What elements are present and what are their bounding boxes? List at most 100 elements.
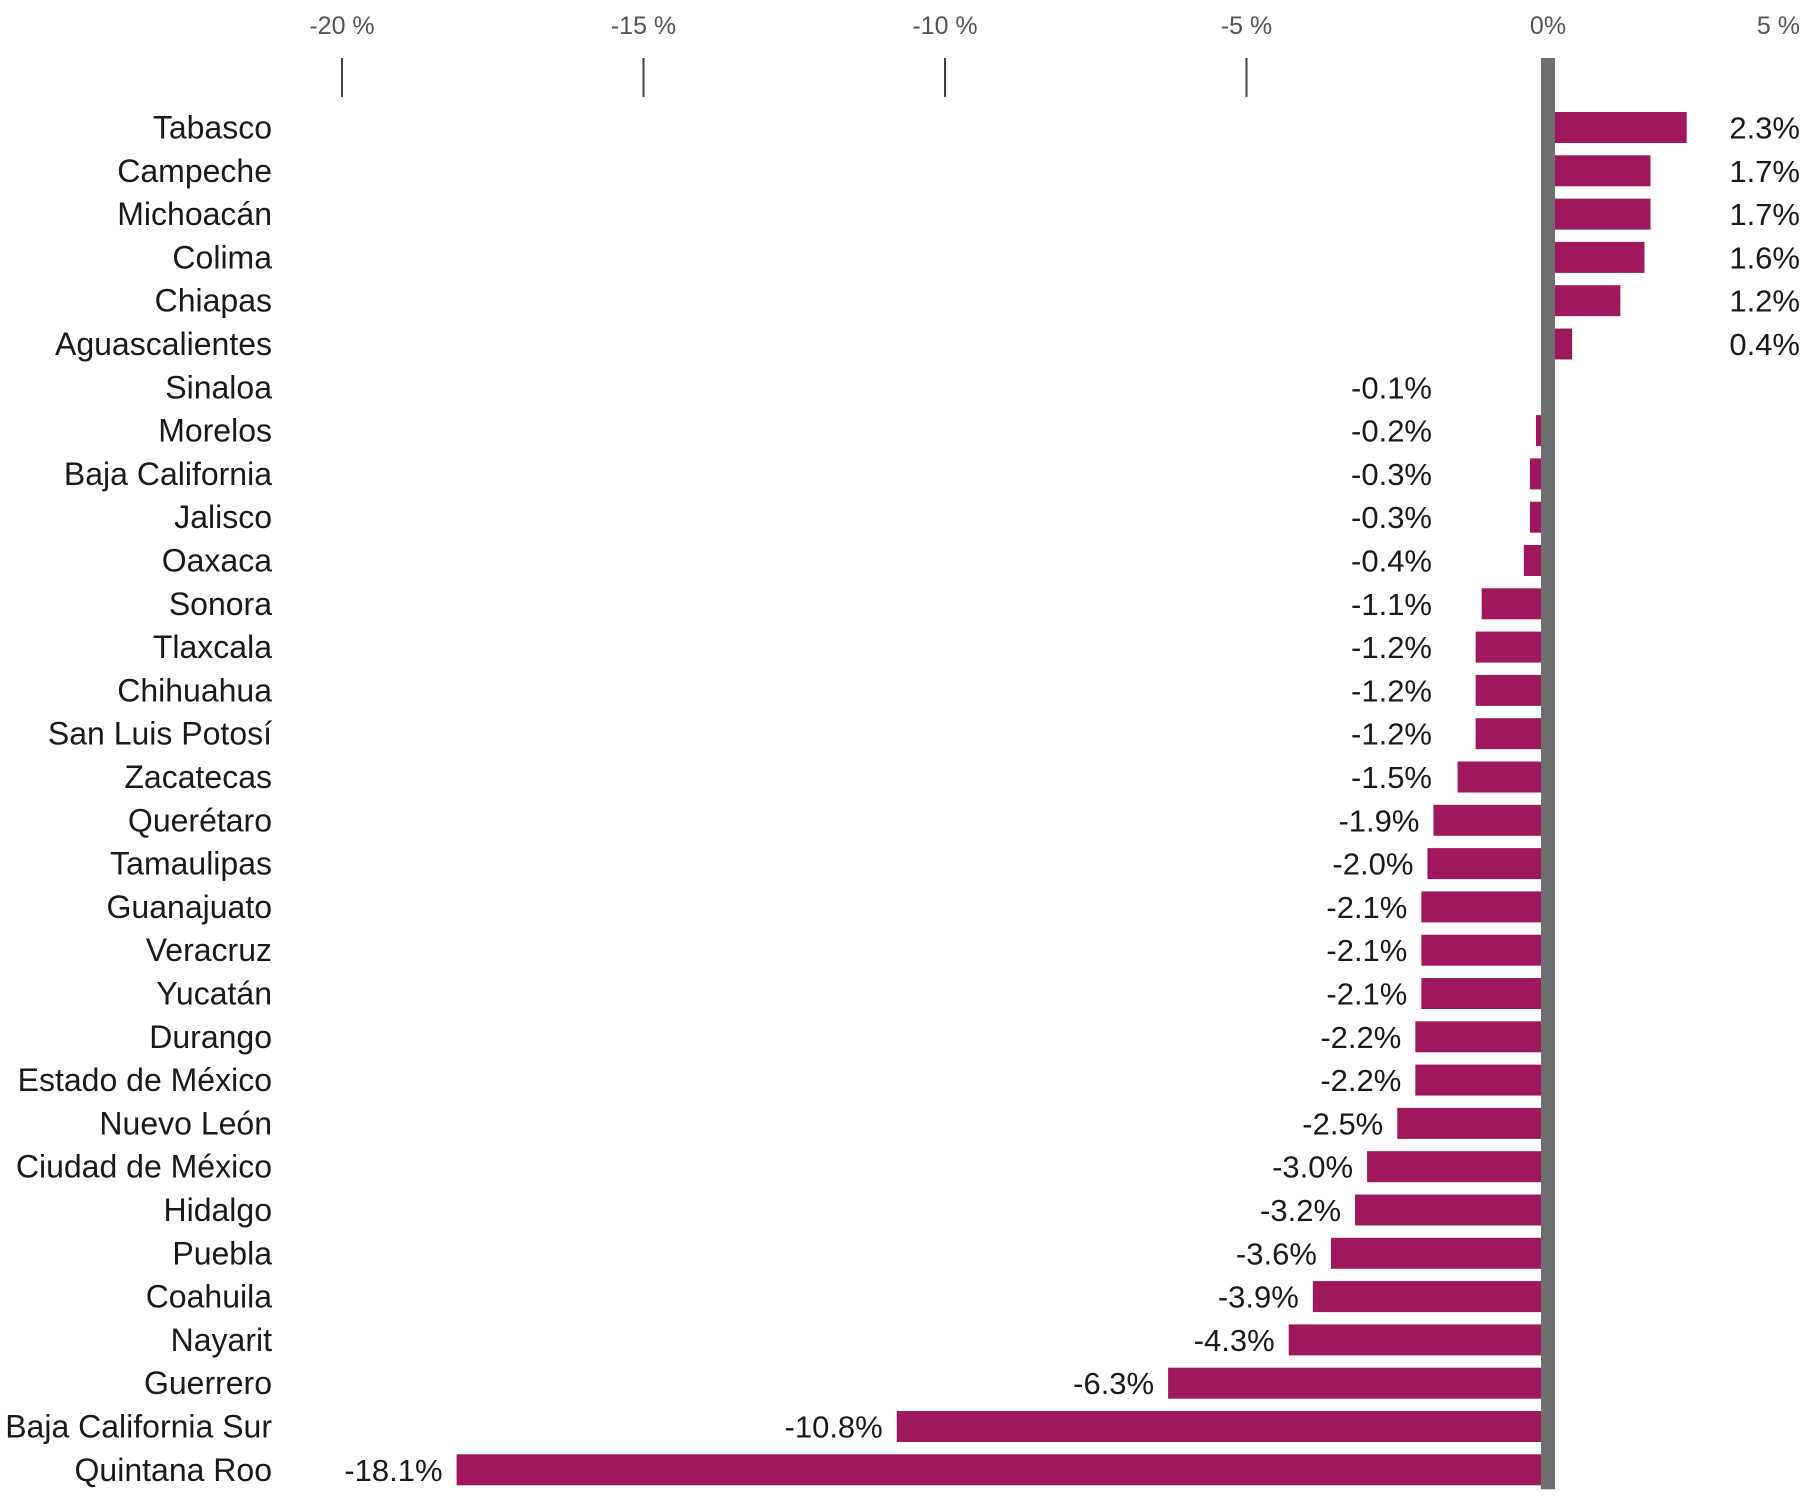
bar bbox=[1415, 1064, 1548, 1096]
bar bbox=[1475, 718, 1548, 750]
value-label: -0.1% bbox=[1351, 370, 1432, 405]
x-tick-label: -20 % bbox=[309, 12, 374, 40]
category-label: Michoacán bbox=[117, 196, 272, 232]
x-tick-label: 5 % bbox=[1757, 12, 1800, 40]
x-tick-label: -15 % bbox=[611, 12, 676, 40]
bar bbox=[1421, 934, 1548, 966]
category-label: Guerrero bbox=[144, 1365, 272, 1401]
value-label: -1.1% bbox=[1351, 587, 1432, 622]
value-label: -1.2% bbox=[1351, 717, 1432, 752]
value-label: -2.1% bbox=[1326, 977, 1407, 1012]
value-label: 1.7% bbox=[1729, 197, 1800, 232]
value-label: -3.2% bbox=[1260, 1193, 1341, 1228]
category-label: Sinaloa bbox=[165, 369, 272, 405]
bar bbox=[1475, 674, 1548, 706]
category-label: Ciudad de México bbox=[16, 1149, 272, 1185]
value-label: 0.4% bbox=[1729, 327, 1800, 362]
bar bbox=[1433, 804, 1548, 836]
bar bbox=[1168, 1367, 1548, 1399]
value-label: 1.2% bbox=[1729, 284, 1800, 319]
value-label: -1.2% bbox=[1351, 673, 1432, 708]
category-label: Sonora bbox=[169, 586, 272, 622]
bar bbox=[1548, 198, 1651, 230]
bar bbox=[1312, 1281, 1548, 1313]
value-label: -2.0% bbox=[1332, 847, 1413, 882]
value-label: -1.2% bbox=[1351, 630, 1432, 665]
bar bbox=[1475, 631, 1548, 663]
category-label: Morelos bbox=[158, 413, 272, 449]
category-label: Querétaro bbox=[128, 802, 272, 838]
bar bbox=[1457, 761, 1548, 793]
category-label: Baja California bbox=[64, 456, 272, 492]
category-label: Tamaulipas bbox=[110, 846, 272, 882]
x-tick-label: 0% bbox=[1530, 12, 1566, 40]
bar bbox=[1548, 155, 1651, 187]
bar bbox=[1367, 1151, 1548, 1183]
value-label: 2.3% bbox=[1729, 111, 1800, 146]
bar bbox=[1548, 241, 1645, 273]
bar bbox=[1421, 978, 1548, 1009]
category-label: Tlaxcala bbox=[153, 629, 272, 665]
category-label: San Luis Potosí bbox=[48, 716, 272, 752]
value-label: 1.6% bbox=[1729, 240, 1800, 275]
category-label: Coahuila bbox=[146, 1279, 273, 1315]
value-label: -0.2% bbox=[1351, 414, 1432, 449]
value-label: -1.9% bbox=[1338, 803, 1419, 838]
category-label: Baja California Sur bbox=[5, 1409, 272, 1445]
bar bbox=[1397, 1107, 1548, 1139]
category-label: Quintana Roo bbox=[75, 1452, 272, 1488]
category-label: Veracruz bbox=[146, 932, 272, 968]
bar bbox=[1548, 285, 1621, 317]
category-label: Yucatán bbox=[156, 976, 272, 1012]
category-label: Durango bbox=[149, 1019, 272, 1055]
value-labels: 2.3% 1.7% 1.7% 1.6% 1.2% 0.4% -0.1% -0.2% -0.3% -… bbox=[344, 111, 1800, 1488]
bar bbox=[1355, 1194, 1548, 1226]
value-label: -3.6% bbox=[1236, 1236, 1317, 1271]
category-label: Chiapas bbox=[155, 283, 272, 319]
value-label: -18.1% bbox=[344, 1453, 442, 1488]
bar bbox=[1330, 1237, 1548, 1269]
value-label: -2.2% bbox=[1320, 1063, 1401, 1098]
value-label: -2.1% bbox=[1326, 890, 1407, 925]
category-label: Oaxaca bbox=[162, 543, 272, 579]
value-label: -6.3% bbox=[1073, 1366, 1154, 1401]
value-label: -2.2% bbox=[1320, 1020, 1401, 1055]
category-label: Tabasco bbox=[153, 110, 272, 146]
category-label: Chihuahua bbox=[117, 672, 272, 708]
value-label: -0.3% bbox=[1351, 457, 1432, 492]
bar bbox=[896, 1411, 1548, 1442]
category-label: Puebla bbox=[172, 1235, 272, 1271]
value-label: -4.3% bbox=[1194, 1323, 1275, 1358]
category-label: Colima bbox=[172, 239, 272, 275]
category-labels: Tabasco Campeche Michoacán Colima Chiapas Agu… bbox=[5, 110, 272, 1488]
x-axis-ticks: -20 % -15 % -10 % -5 % 0% 5 % bbox=[309, 12, 1800, 97]
bar bbox=[1548, 112, 1687, 143]
bar bbox=[1427, 848, 1548, 880]
value-label: -0.4% bbox=[1351, 544, 1432, 579]
value-label: -1.5% bbox=[1351, 760, 1432, 795]
x-tick-label: -5 % bbox=[1221, 12, 1272, 40]
bar bbox=[1421, 891, 1548, 923]
value-label: -2.5% bbox=[1302, 1106, 1383, 1141]
category-label: Zacatecas bbox=[124, 759, 272, 795]
value-label: -3.9% bbox=[1218, 1280, 1299, 1315]
bar bbox=[1288, 1324, 1548, 1356]
category-label: Campeche bbox=[117, 153, 272, 189]
category-label: Aguascalientes bbox=[55, 326, 272, 362]
value-label: -0.3% bbox=[1351, 500, 1432, 535]
category-label: Hidalgo bbox=[163, 1192, 272, 1228]
value-label: -3.0% bbox=[1272, 1150, 1353, 1185]
value-label: -10.8% bbox=[785, 1410, 883, 1445]
bars bbox=[456, 112, 1687, 1486]
x-tick-label: -10 % bbox=[912, 12, 977, 40]
bar bbox=[456, 1454, 1548, 1486]
value-label: -2.1% bbox=[1326, 933, 1407, 968]
category-label: Nayarit bbox=[171, 1322, 272, 1358]
category-label: Nuevo León bbox=[99, 1105, 272, 1141]
bar bbox=[1415, 1021, 1548, 1053]
bar bbox=[1481, 588, 1548, 620]
value-label: 1.7% bbox=[1729, 154, 1800, 189]
category-label: Jalisco bbox=[174, 499, 272, 535]
zero-line bbox=[1541, 58, 1555, 1490]
